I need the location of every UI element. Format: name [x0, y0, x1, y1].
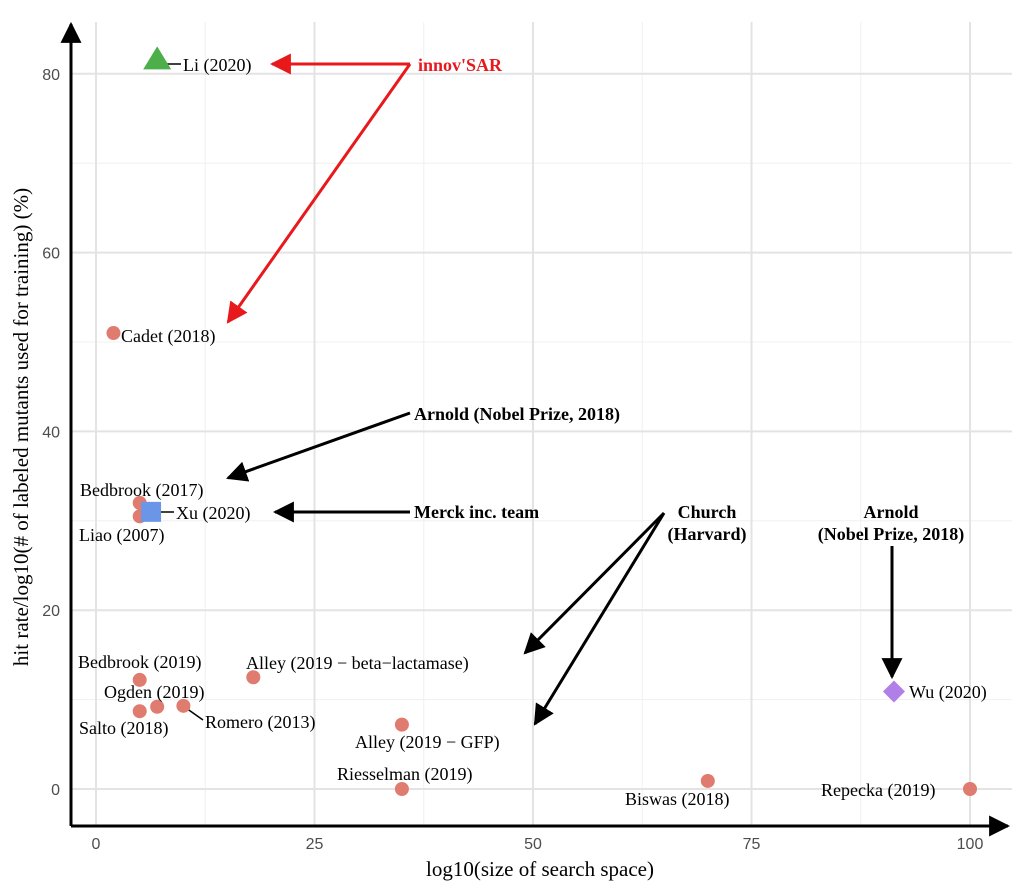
arnold-annotation-right-line2: (Nobel Prize, 2018)	[818, 524, 964, 545]
point-romero-2013	[176, 698, 191, 713]
y-tick-label: 20	[42, 603, 60, 620]
label-alley-2019-beta-lactamase: Alley (2019 − beta−lactamase)	[246, 653, 469, 674]
y-tick-label: 0	[51, 782, 60, 799]
label-bedbrook-2017: Bedbrook (2017)	[80, 480, 203, 501]
point-ogden-2019	[150, 699, 165, 714]
church-arrow-to-alley-gfp	[533, 512, 666, 726]
y-axis-title: hit rate/log10(# of labeled mutants used…	[9, 188, 33, 666]
x-axis-title: log10(size of search space)	[426, 857, 654, 881]
label-leader-lines	[158, 63, 204, 721]
y-tick-label: 60	[42, 246, 60, 263]
merck-annotation: Merck inc. team	[414, 502, 539, 522]
annotation-texts: innov'SAR Arnold (Nobel Prize, 2018) Mer…	[414, 55, 964, 545]
point-riesselman-2019	[394, 782, 409, 796]
point-salto-2018	[132, 704, 147, 719]
label-riesselman-2019: Riesselman (2019)	[337, 764, 472, 785]
x-tick-label: 75	[743, 836, 761, 853]
label-cadet-2018: Cadet (2018)	[121, 326, 215, 347]
label-li-2020: Li (2020)	[183, 55, 251, 76]
arnold-annotation-right-line1: Arnold	[863, 502, 918, 522]
label-bedbrook-2019: Bedbrook (2019)	[78, 652, 201, 673]
arnold-arrow-to-bedbrook	[226, 411, 411, 482]
point-alley-2019-gfp	[394, 717, 409, 732]
point-repecka-2019	[963, 782, 977, 796]
point-li-2020	[143, 46, 172, 70]
church-annotation-line2: (Harvard)	[668, 524, 747, 545]
point-alley-2019-beta-lactamase	[246, 670, 261, 685]
annotation-arrows	[226, 53, 903, 726]
point-xu-2020	[141, 501, 162, 522]
label-ogden-2019: Ogden (2019)	[104, 682, 204, 703]
label-romero-2013: Romero (2013)	[205, 712, 315, 733]
tick-labels: 0 25 50 75 100 0 20 40 60 80	[42, 67, 983, 853]
church-annotation-line1: Church	[678, 502, 737, 522]
point-labels: Li (2020) Cadet (2018) Bedbrook (2017) Liao…	[78, 55, 987, 810]
label-xu-2020: Xu (2020)	[176, 503, 251, 524]
gridlines	[71, 22, 1012, 826]
x-tick-label: 50	[524, 836, 542, 853]
arnold-annotation-left: Arnold (Nobel Prize, 2018)	[414, 404, 620, 425]
point-cadet-2018	[106, 326, 121, 341]
label-biswas-2018: Biswas (2018)	[625, 789, 730, 810]
innovsar-arrow-to-cadet	[226, 63, 412, 324]
label-wu-2020: Wu (2020)	[909, 682, 987, 703]
x-tick-label: 100	[957, 836, 984, 853]
church-arrow-to-alley-bla	[523, 511, 666, 655]
y-tick-label: 80	[42, 67, 60, 84]
label-repecka-2019: Repecka (2019)	[821, 780, 935, 801]
label-salto-2018: Salto (2018)	[79, 718, 169, 739]
data-points	[106, 46, 977, 796]
label-alley-2019-gfp: Alley (2019 − GFP)	[355, 732, 500, 753]
point-biswas-2018	[700, 773, 715, 788]
innovsar-annotation: innov'SAR	[418, 55, 503, 75]
y-tick-label: 40	[42, 424, 60, 441]
label-liao-2007: Liao (2007)	[79, 525, 164, 546]
x-tick-label: 0	[92, 836, 101, 853]
x-tick-label: 25	[306, 836, 324, 853]
point-wu-2020	[882, 680, 905, 703]
point-bedbrook-2019	[132, 672, 147, 687]
